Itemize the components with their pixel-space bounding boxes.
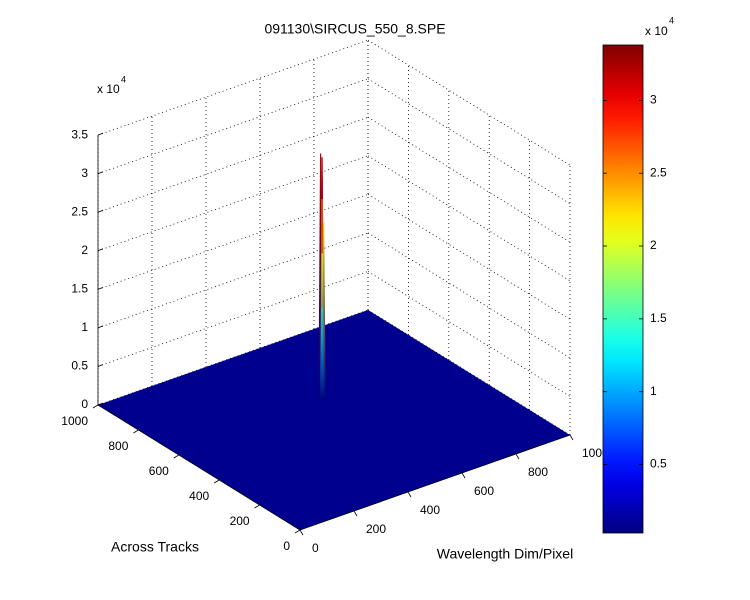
x-tick	[569, 434, 574, 441]
x-tick	[515, 453, 520, 460]
y-tick	[92, 404, 99, 409]
z-tick-label: 0	[81, 397, 88, 411]
z-tick	[97, 171, 104, 175]
y-tick-label: 200	[230, 514, 250, 528]
grid-line	[367, 155, 571, 282]
z-tick-label: 2	[81, 243, 88, 257]
y-tick-label: 0	[283, 539, 290, 553]
x-tick	[299, 529, 304, 536]
grid-line	[97, 232, 369, 329]
grid-line	[367, 78, 571, 205]
z-tick	[97, 209, 104, 213]
z-tick	[97, 364, 104, 367]
y-tick	[173, 454, 180, 459]
x-tick-label: 1000	[582, 446, 609, 460]
colorbar-tick-label: 2	[650, 238, 657, 252]
grid-line	[367, 194, 571, 320]
x-tick	[461, 472, 466, 479]
grid-line	[367, 39, 571, 166]
z-tick-label: 2.5	[71, 204, 88, 218]
x-axis-label: Wavelength Dim/Pixel	[437, 546, 573, 562]
z-tick	[97, 402, 104, 406]
grid-line	[367, 116, 571, 243]
z-tick	[97, 132, 104, 136]
z-tick-label: 3.5	[71, 127, 88, 141]
grid-line	[97, 78, 369, 175]
surface-floor	[98, 310, 570, 530]
z-multiplier: x 10	[97, 82, 120, 96]
x-tick	[407, 491, 412, 498]
z-tick	[97, 325, 104, 329]
colorbar-tick-label: 3	[650, 93, 657, 107]
y-tick	[294, 529, 301, 534]
grid-line	[97, 193, 369, 290]
y-tick-label: 800	[108, 439, 128, 453]
z-tick-label: 1.5	[71, 282, 88, 296]
colorbar-tick-label: 0.5	[650, 457, 667, 471]
x-tick-label: 600	[474, 484, 494, 498]
colorbar	[602, 44, 644, 534]
y-tick	[213, 479, 220, 484]
chart-title: 091130\SIRCUS_550_8.SPE	[264, 21, 445, 37]
x-axis-line	[299, 434, 571, 531]
x-tick	[353, 510, 358, 517]
z-tick-label: 0.5	[71, 359, 88, 373]
y-tick	[254, 504, 260, 509]
x-tick-label: 400	[420, 503, 440, 517]
surface-spike	[319, 307, 325, 401]
colorbar-tick-label: 2.5	[650, 165, 667, 179]
grid-line	[97, 39, 369, 136]
z-tick	[97, 248, 104, 252]
z-tick	[97, 286, 104, 290]
x-tick-label: 0	[312, 541, 319, 555]
y-axis-line	[97, 404, 301, 531]
colorbar-tick-label: 1	[650, 384, 657, 398]
z-tick-label: 3	[81, 166, 88, 180]
y-tick-label: 600	[149, 464, 169, 478]
y-tick-label: 1000	[61, 414, 88, 428]
z-multiplier-exponent: 4	[121, 74, 126, 84]
colorbar-tick-label: 1.5	[650, 311, 667, 325]
y-tick	[133, 429, 139, 434]
y-tick-label: 400	[189, 489, 209, 503]
colorbar-multiplier-exponent: 4	[669, 15, 674, 25]
z-tick-label: 1	[81, 320, 88, 334]
grid-line	[97, 116, 369, 213]
x-tick-label: 200	[366, 522, 386, 536]
colorbar-multiplier: x 10	[645, 24, 668, 38]
grid-line	[97, 155, 369, 252]
x-tick-label: 800	[528, 465, 548, 479]
y-axis-label: Across Tracks	[111, 539, 199, 555]
